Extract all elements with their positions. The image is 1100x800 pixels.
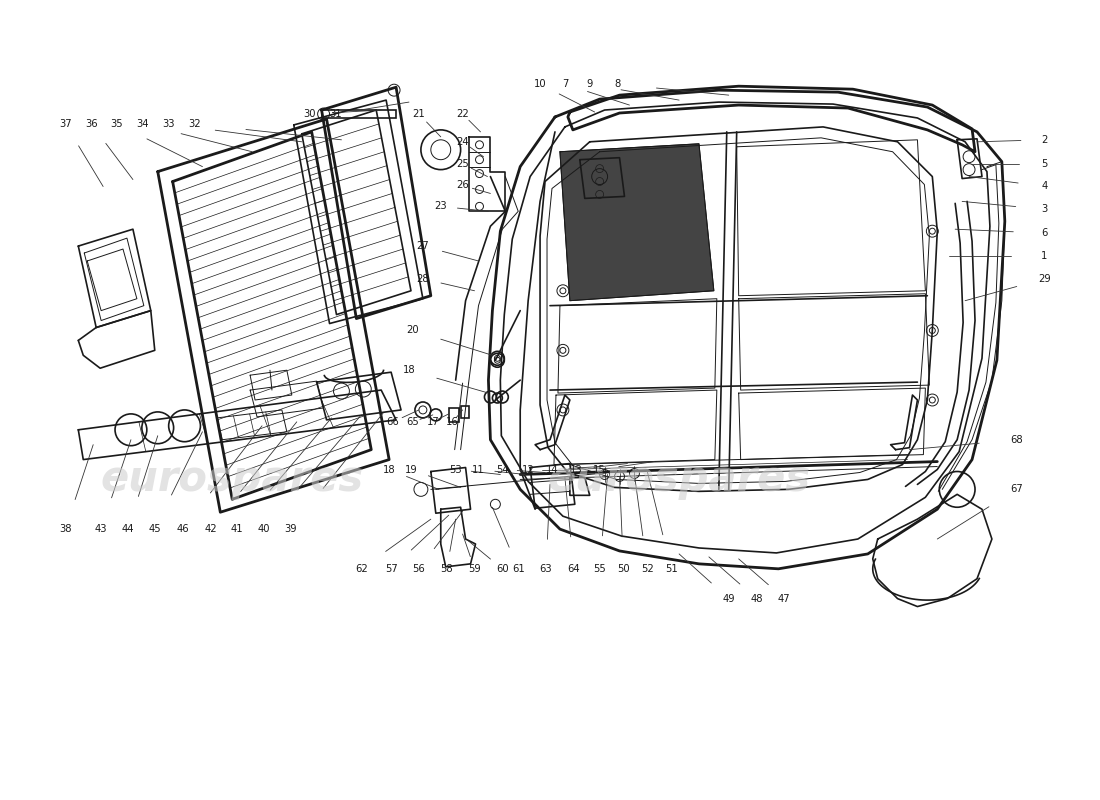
Text: 24: 24	[456, 137, 469, 147]
Text: 18: 18	[383, 465, 395, 474]
Text: 46: 46	[176, 524, 189, 534]
Text: 15: 15	[593, 465, 606, 474]
Text: 37: 37	[59, 119, 72, 129]
Text: 58: 58	[440, 564, 453, 574]
Text: 35: 35	[111, 119, 123, 129]
Text: 33: 33	[163, 119, 175, 129]
Text: 30: 30	[304, 109, 316, 119]
Text: 42: 42	[205, 524, 217, 534]
Text: eurospares: eurospares	[101, 458, 364, 501]
Text: 26: 26	[456, 181, 469, 190]
Text: 10: 10	[534, 79, 547, 90]
Text: 27: 27	[417, 241, 429, 251]
Text: 61: 61	[512, 564, 525, 574]
Text: 9: 9	[586, 79, 593, 90]
Text: 52: 52	[641, 564, 653, 574]
Text: 6: 6	[1042, 228, 1047, 238]
Text: 11: 11	[472, 465, 485, 474]
Text: 14: 14	[546, 465, 559, 474]
Text: eurospares: eurospares	[548, 458, 811, 501]
Text: 12: 12	[521, 465, 535, 474]
Text: 17: 17	[427, 417, 439, 427]
Text: 22: 22	[456, 109, 469, 119]
Text: 2: 2	[1042, 135, 1047, 145]
Text: 40: 40	[257, 524, 271, 534]
Text: 50: 50	[617, 564, 630, 574]
Text: 44: 44	[122, 524, 134, 534]
Text: 39: 39	[285, 524, 297, 534]
Text: 16: 16	[447, 417, 459, 427]
Text: 56: 56	[412, 564, 426, 574]
Text: 45: 45	[148, 524, 161, 534]
Text: 23: 23	[434, 202, 447, 211]
Text: 32: 32	[188, 119, 201, 129]
Bar	[449, 408, 459, 422]
Text: 20: 20	[407, 326, 419, 335]
Text: 64: 64	[568, 564, 580, 574]
Text: 28: 28	[417, 274, 429, 284]
Text: 54: 54	[496, 465, 508, 474]
Text: 13: 13	[570, 465, 582, 474]
Bar	[321, 110, 396, 118]
Text: 55: 55	[593, 564, 606, 574]
Text: 25: 25	[456, 158, 469, 169]
Polygon shape	[560, 144, 714, 301]
Text: 18: 18	[403, 366, 416, 375]
Text: 57: 57	[385, 564, 397, 574]
Text: 48: 48	[750, 594, 762, 604]
Text: 43: 43	[95, 524, 108, 534]
Text: 7: 7	[562, 79, 568, 90]
Text: 49: 49	[723, 594, 735, 604]
Text: 65: 65	[407, 417, 419, 427]
Text: 41: 41	[231, 524, 243, 534]
Text: 68: 68	[1011, 434, 1023, 445]
Text: 38: 38	[59, 524, 72, 534]
Text: 63: 63	[540, 564, 552, 574]
Text: 1: 1	[1042, 251, 1047, 261]
Text: 60: 60	[496, 564, 508, 574]
Text: 4: 4	[1042, 182, 1047, 191]
Text: 51: 51	[664, 564, 678, 574]
Text: 62: 62	[355, 564, 367, 574]
Text: 31: 31	[329, 109, 342, 119]
Text: 53: 53	[449, 465, 462, 474]
Text: 3: 3	[1042, 204, 1047, 214]
Text: 21: 21	[412, 109, 426, 119]
Text: 66: 66	[387, 417, 399, 427]
Text: 19: 19	[405, 465, 417, 474]
Text: 29: 29	[1038, 274, 1050, 284]
Text: 34: 34	[136, 119, 150, 129]
Text: 5: 5	[1042, 158, 1047, 169]
Text: 36: 36	[85, 119, 98, 129]
Text: 59: 59	[469, 564, 481, 574]
Bar	[461, 406, 469, 418]
Text: 8: 8	[615, 79, 620, 90]
Text: 47: 47	[778, 594, 791, 604]
Text: 67: 67	[1011, 484, 1023, 494]
